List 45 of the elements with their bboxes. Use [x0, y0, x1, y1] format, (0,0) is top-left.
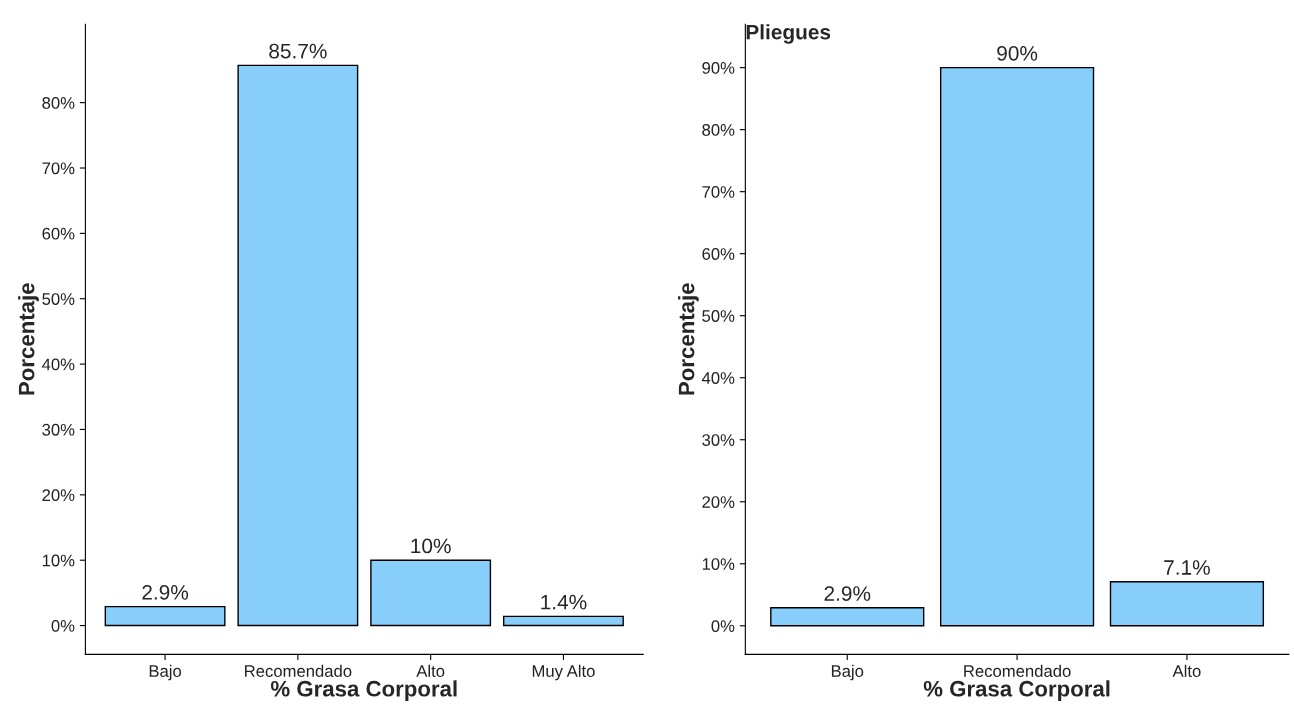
- x-tick-label: Alto: [416, 664, 445, 677]
- bar: [370, 559, 492, 627]
- y-tick-label: 80%: [702, 124, 735, 136]
- x-axis-title: % Grasa Corporal: [270, 680, 457, 701]
- bar: [104, 605, 226, 627]
- bar: [1109, 581, 1265, 627]
- y-axis-title: Porcentaje: [18, 283, 39, 395]
- y-axis-title: Porcentaje: [678, 283, 699, 395]
- data-label: 90%: [997, 45, 1038, 61]
- y-tick-label: 90%: [702, 62, 735, 74]
- bar: [770, 607, 925, 627]
- data-label: 2.9%: [824, 586, 871, 601]
- y-tick-label: 40%: [701, 372, 735, 384]
- x-tick-label: Recomendado: [245, 664, 352, 677]
- y-tick-label: 50%: [702, 310, 735, 322]
- bar: [237, 64, 359, 627]
- y-tick-label: 60%: [42, 227, 75, 240]
- y-tick-label: 0%: [711, 620, 735, 632]
- y-tick-label: 10%: [42, 554, 75, 567]
- y-tick-label: 10%: [702, 558, 735, 570]
- y-tick-label: 20%: [42, 489, 75, 502]
- y-tick-label: 60%: [702, 248, 735, 260]
- y-tick-label: 30%: [42, 423, 75, 436]
- x-tick-label: Recomendado: [964, 664, 1071, 677]
- y-tick-label: 70%: [702, 186, 735, 198]
- x-tick-label: Muy Alto: [532, 664, 595, 681]
- y-tick-label: 70%: [42, 162, 75, 175]
- x-tick-label: Bajo: [149, 664, 182, 681]
- data-label: 1.4%: [541, 594, 587, 610]
- x-tick-label: Bajo: [831, 664, 864, 681]
- x-axis-title: % Grasa Corporal: [923, 680, 1110, 701]
- y-tick-label: 20%: [702, 496, 735, 508]
- x-tick-label: Alto: [1172, 664, 1201, 677]
- data-label: 85.7%: [269, 43, 327, 59]
- data-label: 7.1%: [1164, 560, 1210, 575]
- data-label: 10%: [411, 538, 451, 554]
- y-tick-label: 0%: [51, 619, 75, 632]
- y-tick-label: 50%: [42, 293, 75, 305]
- data-label: 2.9%: [142, 584, 189, 600]
- y-tick-label: 30%: [702, 434, 735, 446]
- y-tick-label: 40%: [42, 358, 75, 371]
- y-tick-label: 80%: [42, 97, 75, 109]
- bar: [502, 615, 624, 627]
- bar: [939, 66, 1095, 627]
- chart-title: Pliegues: [746, 24, 831, 44]
